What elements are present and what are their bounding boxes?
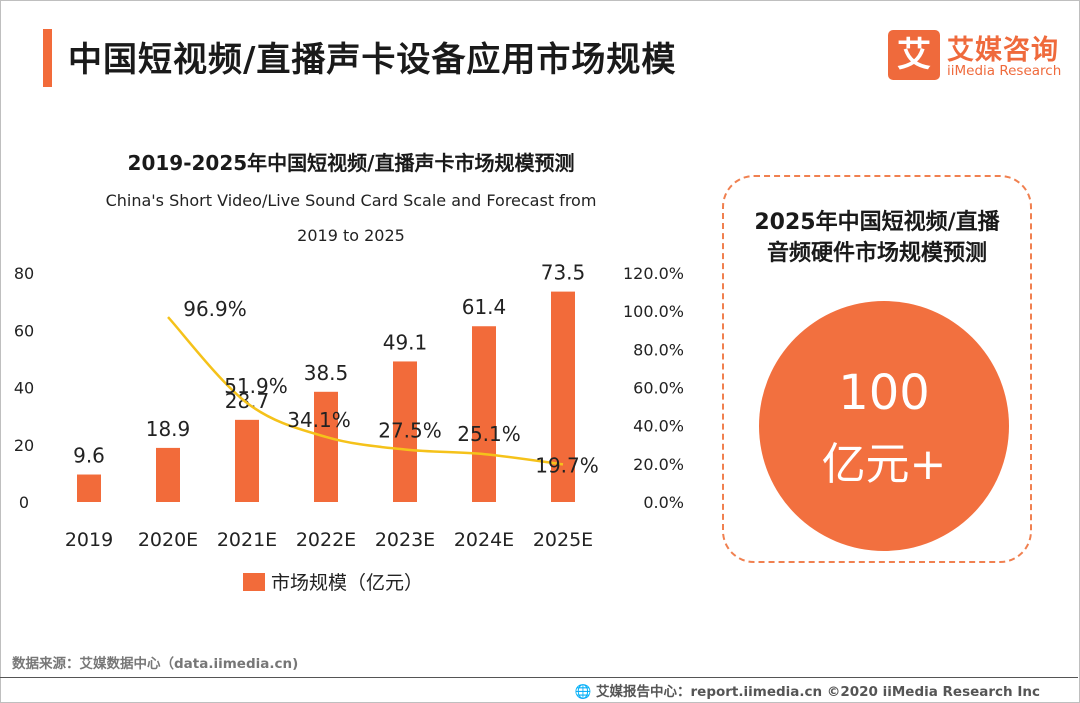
x-tick-label: 2022E (296, 529, 356, 551)
forecast-title: 2025年中国短视频/直播 音频硬件市场规模预测 (722, 207, 1032, 269)
growth-rate-label: 96.9% (183, 297, 247, 321)
chart-subtitle-line2: 2019 to 2025 (297, 226, 405, 245)
page-title: 中国短视频/直播声卡设备应用市场规模 (68, 40, 677, 80)
bar-value-label: 61.4 (462, 295, 507, 319)
footer-divider (0, 677, 1078, 678)
growth-rate-label: 27.5% (378, 419, 442, 443)
bar-value-label: 18.9 (146, 417, 191, 441)
chart-legend: 市场规模（亿元） (243, 568, 423, 598)
bar (472, 326, 496, 502)
y-right-tick-label: 60.0% (633, 379, 684, 398)
bar (393, 361, 417, 502)
x-tick-label: 2025E (533, 529, 593, 551)
footer-copyright: 🌐 艾媒报告中心：report.iimedia.cn ©2020 iiMedia… (574, 684, 1041, 700)
bar-value-label: 38.5 (304, 361, 349, 385)
logo-icon: 艾 (888, 30, 940, 80)
title-accent-bar (43, 29, 52, 87)
growth-rate-label: 19.7% (535, 453, 599, 477)
growth-rate-label: 25.1% (457, 422, 521, 446)
chart-title: 2019-2025年中国短视频/直播声卡市场规模预测 (127, 151, 575, 175)
forecast-unit: 亿元+ (821, 439, 947, 490)
chart-subtitle-line1: China's Short Video/Live Sound Card Scal… (105, 191, 597, 210)
bar-value-label: 28.7 (225, 389, 270, 413)
logo-name-en: iiMedia Research (947, 63, 1062, 79)
logo-name-cn: 艾媒咨询 (947, 35, 1059, 66)
y-right-tick-label: 80.0% (633, 340, 684, 359)
x-tick-label: 2024E (454, 529, 514, 551)
growth-rate-label: 34.1% (287, 408, 351, 432)
growth-rate-label: 51.9% (224, 374, 288, 398)
forecast-panel (722, 175, 1032, 563)
growth-rate-line (167, 316, 564, 466)
legend-swatch (243, 572, 265, 591)
forecast-circle (759, 301, 1009, 551)
y-right-tick-label: 120.0% (623, 264, 684, 283)
y-left-tick-label: 20 (14, 436, 34, 455)
forecast-value: 100 (838, 365, 930, 421)
y-right-tick-label: 100.0% (623, 302, 684, 321)
y-right-tick-label: 20.0% (633, 455, 684, 474)
y-right-tick-label: 40.0% (633, 417, 684, 436)
x-tick-label: 2023E (375, 529, 435, 551)
bar (156, 447, 180, 502)
bar (235, 419, 259, 502)
bar-value-label: 73.5 (541, 261, 586, 285)
chart: 0 20 40 60 80 0.0% 20.0% 40.0% 60.0% 80.0% 100.0% 1… (14, 261, 684, 551)
y-left-tick-label: 60 (14, 321, 34, 340)
x-tick-label: 2021E (217, 529, 277, 551)
legend-label: 市场规模（亿元） (271, 572, 424, 594)
bar (551, 291, 575, 502)
data-source: 数据来源：艾媒数据中心（data.iimedia.cn) (12, 656, 299, 672)
x-tick-label: 2020E (138, 529, 198, 551)
bar-value-label: 9.6 (73, 444, 105, 468)
y-right-tick-label: 0.0% (643, 493, 684, 512)
y-left-tick-label: 80 (14, 264, 34, 283)
forecast-title-line2: 音频硬件市场规模预测 (766, 241, 987, 266)
forecast-title-line1: 2025年中国短视频/直播 (754, 210, 1000, 235)
y-left-tick-label: 40 (14, 379, 34, 398)
y-left-tick-label: 0 (19, 493, 29, 512)
bar (77, 474, 101, 502)
x-tick-label: 2019 (65, 529, 113, 551)
bar-value-label: 49.1 (383, 330, 428, 354)
bar (314, 391, 338, 502)
